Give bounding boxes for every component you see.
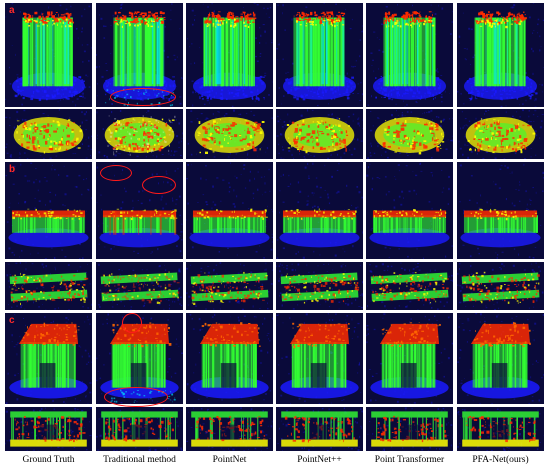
point-cloud-render <box>187 109 273 159</box>
point-cloud-render <box>457 262 544 310</box>
cell-a-top-tr <box>96 109 183 159</box>
point-cloud-render <box>186 162 273 259</box>
cell-c-side-pfa <box>457 313 544 404</box>
highlight-ellipse-2 <box>100 165 132 181</box>
cell-b-top-pn <box>186 262 273 310</box>
cell-b-side-pfa <box>457 162 544 259</box>
column-label-pn: PointNet <box>212 455 247 465</box>
point-cloud-render <box>186 262 273 310</box>
panel-label-a: a <box>9 5 15 16</box>
point-cloud-render <box>457 3 544 107</box>
cell-b-top-gt <box>5 262 92 310</box>
cell-a-side-gt <box>5 3 92 107</box>
cell-c-side-pn <box>186 313 273 404</box>
column-label-pt: Point Transformer <box>374 455 445 465</box>
highlight-ellipse-1 <box>110 88 176 106</box>
cell-a-side-pt <box>366 3 453 107</box>
point-cloud-render <box>367 109 453 159</box>
column-label-pnp: PointNet++ <box>297 455 342 465</box>
column-label-tr: Traditional method <box>103 455 176 465</box>
panel-label-b: b <box>9 164 16 175</box>
cell-a-top-pfa <box>457 109 544 159</box>
point-cloud-render <box>367 262 453 310</box>
cell-c-side-pnp <box>276 313 363 404</box>
cell-b-side-pnp <box>276 162 363 259</box>
point-cloud-render <box>367 407 453 451</box>
cell-a-side-pn <box>186 3 273 107</box>
cell-c-side-gt <box>5 313 92 404</box>
point-cloud-render <box>276 313 362 404</box>
point-cloud-render <box>186 313 273 401</box>
cell-c-top-pn <box>186 407 273 451</box>
point-cloud-render <box>366 313 453 404</box>
point-cloud-render <box>277 407 363 451</box>
point-cloud-render <box>458 109 544 159</box>
cell-a-side-pfa <box>457 3 544 107</box>
point-cloud-render <box>5 314 92 404</box>
point-cloud-render <box>276 109 363 159</box>
cell-b-side-gt <box>5 162 92 259</box>
highlight-ellipse-4 <box>122 313 142 333</box>
point-cloud-render <box>457 313 544 404</box>
point-cloud-render <box>187 3 273 107</box>
cell-b-top-pnp <box>276 262 363 310</box>
cell-c-top-tr <box>96 407 183 451</box>
point-cloud-render <box>366 162 453 259</box>
point-cloud-render <box>276 263 363 310</box>
point-cloud-render <box>457 408 544 451</box>
cell-b-top-tr <box>96 262 183 310</box>
highlight-ellipse-3 <box>142 176 176 194</box>
point-cloud-render <box>276 162 363 259</box>
cell-a-top-gt <box>5 109 92 159</box>
cell-c-top-gt <box>5 407 92 451</box>
point-cloud-render <box>459 163 544 259</box>
panel-label-c: c <box>9 315 15 326</box>
cell-a-top-pnp <box>276 109 363 159</box>
cell-b-side-pn <box>186 162 273 259</box>
cell-a-top-pn <box>186 109 273 159</box>
point-cloud-render <box>96 109 183 159</box>
highlight-ellipse-5 <box>104 387 168 407</box>
point-cloud-render <box>97 263 183 310</box>
cell-b-top-pfa <box>457 262 544 310</box>
point-cloud-render <box>6 262 92 310</box>
point-cloud-render <box>5 3 92 107</box>
point-cloud-render <box>96 408 183 451</box>
column-label-pfa: PFA-Net(ours) <box>472 455 529 465</box>
cell-c-side-pt <box>366 313 453 404</box>
cell-c-side-tr <box>96 313 183 404</box>
column-label-gt: Ground Truth <box>22 455 75 465</box>
point-cloud-render <box>367 4 453 107</box>
point-cloud-render <box>186 407 273 451</box>
cell-c-top-pnp <box>276 407 363 451</box>
point-cloud-render <box>5 407 92 451</box>
cell-b-side-pt <box>366 162 453 259</box>
cell-a-side-pnp <box>276 3 363 107</box>
point-cloud-render <box>5 162 92 259</box>
cell-c-top-pfa <box>457 407 544 451</box>
cell-c-top-pt <box>366 407 453 451</box>
point-cloud-render <box>96 162 183 256</box>
cell-b-top-pt <box>366 262 453 310</box>
point-cloud-render <box>5 109 92 159</box>
point-cloud-render <box>96 313 183 404</box>
point-cloud-render <box>276 3 363 106</box>
cell-a-top-pt <box>366 109 453 159</box>
